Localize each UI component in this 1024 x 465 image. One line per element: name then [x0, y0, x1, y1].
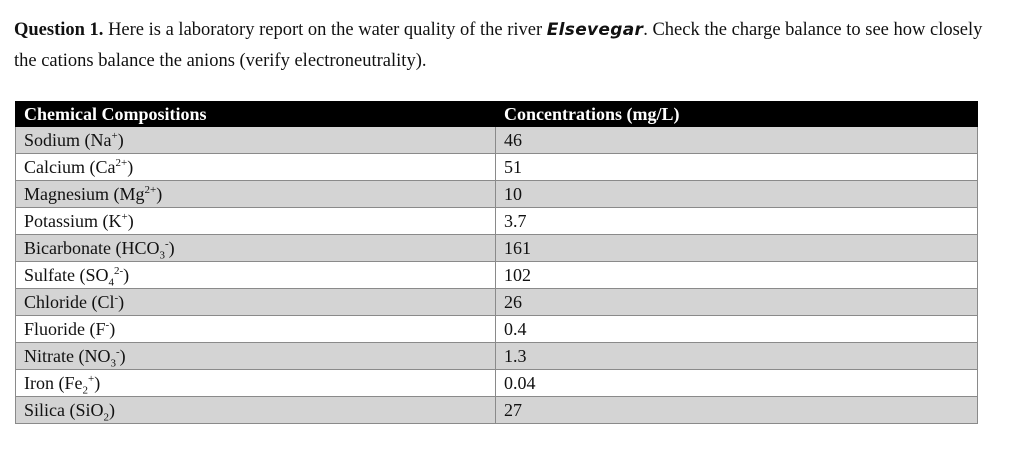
chemical-name-cell: Fluoride (F-): [15, 315, 496, 343]
table-row: Sodium (Na+) 46: [15, 126, 978, 154]
chemical-name: Magnesium (Mg: [24, 184, 145, 204]
chemical-name-close: ): [94, 373, 101, 393]
concentration-value: 1.3: [495, 342, 978, 370]
chemical-subscript: 4: [108, 276, 115, 289]
chemical-subscript: 3: [110, 357, 116, 370]
composition-table: Chemical Compositions Concentrations (mg…: [15, 101, 978, 424]
question-text: Question 1. Here is a laboratory report …: [14, 15, 1004, 77]
table-row: Iron (Fe2+) 0.04: [15, 369, 978, 397]
chemical-subscript: 2: [103, 411, 110, 424]
chemical-charge: 2-: [114, 265, 124, 277]
question-text-before: Here is a laboratory report on the water…: [103, 20, 547, 40]
chemical-subscript: 2: [82, 384, 88, 397]
chemical-name-cell: Magnesium (Mg2+): [15, 180, 496, 208]
chemical-name-cell: Sulfate (SO42-): [15, 261, 496, 289]
concentration-value: 0.04: [495, 369, 978, 397]
chemical-name-cell: Calcium (Ca2+): [15, 153, 496, 181]
chemical-charge: +: [111, 130, 118, 142]
chemical-name-cell: Silica (SiO2): [15, 396, 496, 424]
chemical-subscript: 3: [159, 249, 165, 262]
chemical-name: Potassium (K: [24, 211, 122, 231]
question-text-after: . Check the charge balance to see how cl…: [14, 20, 983, 71]
chemical-charge: -: [164, 238, 169, 250]
table-row: Nitrate (NO3-) 1.3: [15, 342, 978, 370]
chemical-name: Fluoride (F: [24, 319, 106, 339]
chemical-name-close: ): [168, 238, 175, 258]
concentration-value: 26: [495, 288, 978, 316]
chemical-name: Calcium (Ca: [24, 157, 116, 177]
chemical-name-close: ): [156, 184, 163, 204]
chemical-charge: +: [87, 373, 95, 385]
chemical-name-cell: Iron (Fe2+): [15, 369, 496, 397]
chemical-name-close: ): [127, 211, 134, 231]
chemical-name: Bicarbonate (HCO: [24, 238, 160, 258]
table-row: Silica (SiO2) 27: [15, 396, 978, 424]
table-header-row: Chemical Compositions Concentrations (mg…: [15, 101, 978, 127]
concentration-value: 161: [495, 234, 978, 262]
chemical-name-cell: Nitrate (NO3-): [15, 342, 496, 370]
table-row: Chloride (Cl-) 26: [15, 288, 978, 316]
chemical-name: Chloride (Cl: [24, 292, 115, 312]
chemical-name-close: ): [117, 130, 124, 150]
chemical-name-close: ): [118, 292, 125, 312]
chemical-name-close: ): [109, 319, 116, 339]
table-row: Potassium (K+) 3.7: [15, 207, 978, 235]
concentration-value: 102: [495, 261, 978, 289]
chemical-name-close: ): [127, 157, 134, 177]
concentration-value: 27: [495, 396, 978, 424]
chemical-charge: -: [105, 319, 110, 331]
chemical-name-cell: Bicarbonate (HCO3-): [15, 234, 496, 262]
table-row: Sulfate (SO42-) 102: [15, 261, 978, 289]
chemical-name: Iron (Fe: [24, 373, 83, 393]
chemical-charge: -: [114, 292, 119, 304]
concentration-value: 0.4: [495, 315, 978, 343]
chemical-name: Sodium (Na: [24, 130, 112, 150]
chemical-name: Silica (SiO: [24, 400, 104, 420]
table-row: Fluoride (F-) 0.4: [15, 315, 978, 343]
header-chemical-compositions: Chemical Compositions: [15, 101, 496, 127]
chemical-name-cell: Chloride (Cl-): [15, 288, 496, 316]
concentration-value: 46: [495, 126, 978, 154]
chemical-name-close: ): [119, 346, 126, 366]
chemical-charge: +: [121, 211, 128, 223]
table-row: Bicarbonate (HCO3-) 161: [15, 234, 978, 262]
chemical-name: Sulfate (SO: [24, 265, 109, 285]
chemical-name-cell: Potassium (K+): [15, 207, 496, 235]
chemical-charge: 2+: [115, 157, 128, 169]
table-row: Magnesium (Mg2+) 10: [15, 180, 978, 208]
chemical-name-close: ): [109, 400, 115, 420]
table-body: Sodium (Na+) 46 Calcium (Ca2+) 51 Magnesium …: [15, 126, 978, 424]
chemical-name-cell: Sodium (Na+): [15, 126, 496, 154]
concentration-value: 3.7: [495, 207, 978, 235]
concentration-value: 10: [495, 180, 978, 208]
chemical-name: Nitrate (NO: [24, 346, 111, 366]
chemical-charge: -: [115, 346, 120, 358]
header-concentrations: Concentrations (mg/L): [495, 101, 978, 127]
table-row: Calcium (Ca2+) 51: [15, 153, 978, 181]
chemical-charge: 2+: [144, 184, 157, 196]
river-name: Elsevegar: [546, 20, 644, 40]
chemical-name-close: ): [123, 265, 130, 285]
question-label: Question 1.: [14, 20, 104, 40]
concentration-value: 51: [495, 153, 978, 181]
